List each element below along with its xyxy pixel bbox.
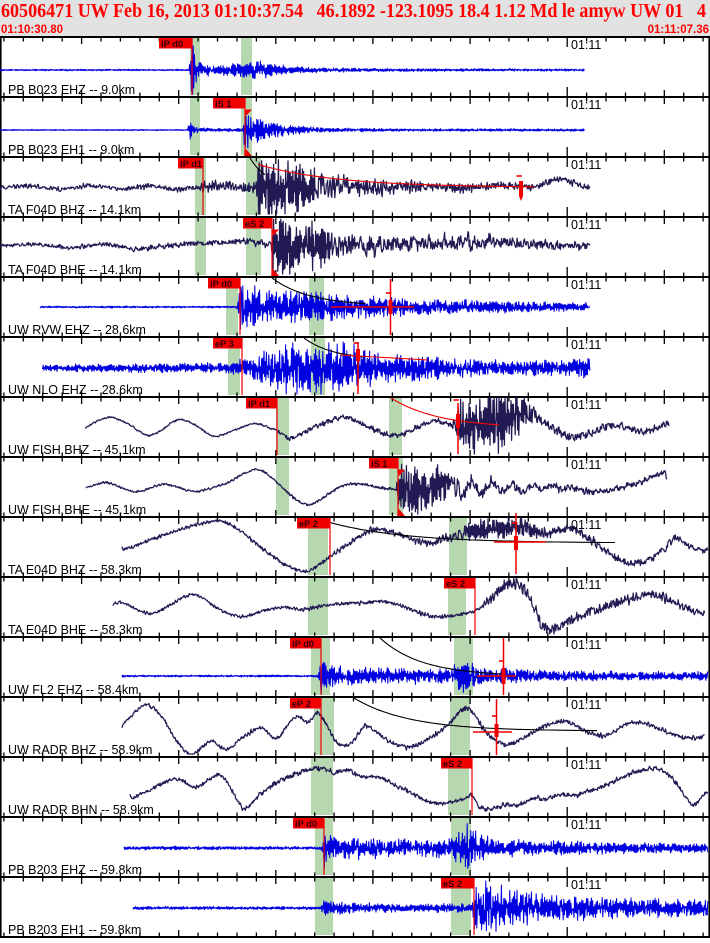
svg-text:01:11: 01:11 (571, 758, 601, 772)
svg-text:UW FISH BHE -- 45.1km: UW FISH BHE -- 45.1km (8, 503, 146, 517)
svg-text:01:11: 01:11 (571, 158, 601, 172)
svg-text:iP d0: iP d0 (210, 279, 232, 289)
svg-text:60506471 UW Feb 16, 2013 01:10: 60506471 UW Feb 16, 2013 01:10:37.54 46.… (1, 0, 706, 22)
svg-text:01:11: 01:11 (571, 638, 601, 652)
svg-text:eP 2: eP 2 (299, 519, 318, 529)
svg-text:01:11: 01:11 (571, 278, 601, 292)
svg-text:TA F04D BHE -- 14.1km: TA F04D BHE -- 14.1km (8, 263, 142, 277)
svg-text:eS 2: eS 2 (443, 879, 462, 889)
svg-text:01:11: 01:11 (571, 698, 601, 712)
svg-text:TA E04D BHZ -- 58.3km: TA E04D BHZ -- 58.3km (8, 563, 142, 577)
svg-text:UW FISH BHZ -- 45.1km: UW FISH BHZ -- 45.1km (8, 443, 146, 457)
svg-text:eP 3: eP 3 (215, 339, 234, 349)
svg-text:01:11: 01:11 (571, 38, 601, 52)
svg-text:iP d0: iP d0 (161, 39, 183, 49)
svg-text:TA F04D BHZ -- 14.1km: TA F04D BHZ -- 14.1km (8, 203, 141, 217)
svg-text:01:11: 01:11 (571, 878, 601, 892)
svg-text:eS 2: eS 2 (245, 219, 264, 229)
svg-text:01:11: 01:11 (571, 818, 601, 832)
svg-text:01:11: 01:11 (571, 338, 601, 352)
svg-text:iP d0: iP d0 (292, 639, 314, 649)
svg-text:iS 1: iS 1 (215, 99, 232, 109)
svg-text:PB B203 EH1 -- 59.8km: PB B203 EH1 -- 59.8km (8, 923, 141, 937)
svg-text:01:11: 01:11 (571, 398, 601, 412)
svg-text:iP d1: iP d1 (180, 159, 202, 169)
svg-text:01:11: 01:11 (571, 98, 601, 112)
svg-text:UW FL2 EHZ -- 58.4km: UW FL2 EHZ -- 58.4km (8, 683, 139, 697)
svg-text:PB B203 EHZ -- 59.8km: PB B203 EHZ -- 59.8km (8, 863, 142, 877)
svg-text:01:11: 01:11 (571, 518, 601, 532)
svg-text:TA E04D BHE -- 58.3km: TA E04D BHE -- 58.3km (8, 623, 143, 637)
svg-text:eP 2: eP 2 (292, 699, 311, 709)
svg-text:UW RADR BHZ -- 58.9km: UW RADR BHZ -- 58.9km (8, 743, 152, 757)
svg-text:eS 2: eS 2 (443, 759, 462, 769)
svg-text:01:11: 01:11 (571, 458, 601, 472)
svg-text:UW RADR BHN -- 58.9km: UW RADR BHN -- 58.9km (8, 803, 154, 817)
svg-text:PB B023 EHZ -- 9.0km: PB B023 EHZ -- 9.0km (8, 83, 135, 97)
svg-text:iP d0: iP d0 (295, 819, 317, 829)
svg-text:eS 2: eS 2 (446, 579, 465, 589)
svg-text:UW NLO EHZ -- 28.6km: UW NLO EHZ -- 28.6km (8, 383, 143, 397)
svg-text:01:11:07.36: 01:11:07.36 (648, 24, 709, 36)
svg-text:iS 1: iS 1 (371, 459, 388, 469)
svg-text:01:11: 01:11 (571, 578, 601, 592)
svg-text:01:10:30.80: 01:10:30.80 (1, 24, 63, 36)
svg-text:UW RVW EHZ -- 28.6km: UW RVW EHZ -- 28.6km (8, 323, 146, 337)
svg-text:01:11: 01:11 (571, 218, 601, 232)
svg-text:PB B023 EH1 -- 9.0km: PB B023 EH1 -- 9.0km (8, 143, 134, 157)
svg-text:iP d1: iP d1 (248, 399, 270, 409)
